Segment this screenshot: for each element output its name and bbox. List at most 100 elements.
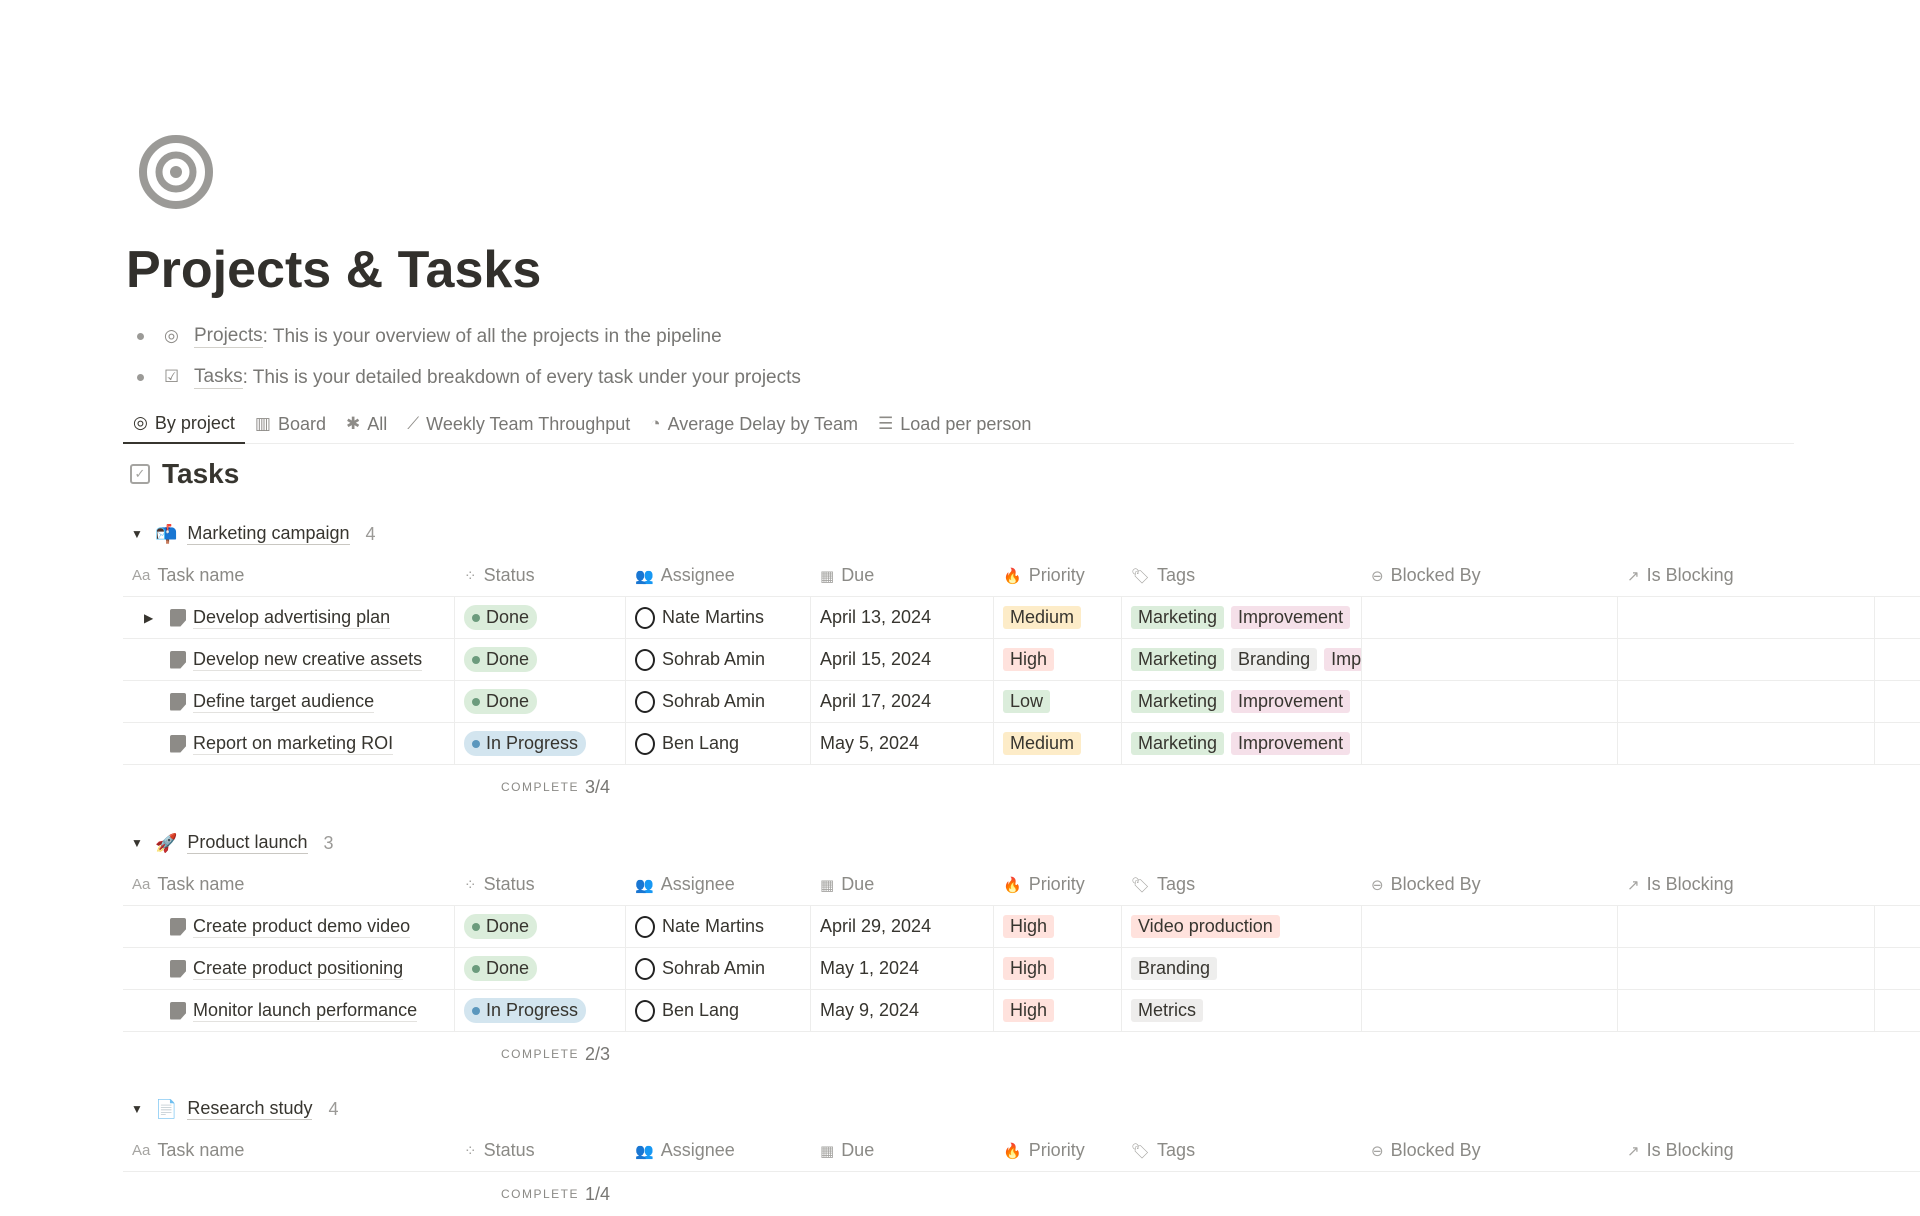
is-blocking-cell[interactable] (1618, 681, 1875, 722)
group-header[interactable]: ▼ 📄 Research study 4 (123, 1088, 1920, 1130)
column-header[interactable]: 👥 Assignee (626, 864, 811, 905)
group-header[interactable]: ▼ 🚀 Product launch 3 (123, 822, 1920, 864)
status-cell[interactable]: In Progress (455, 723, 626, 764)
collapse-toggle-icon[interactable]: ▼ (131, 527, 143, 541)
table-row[interactable]: Monitor launch performance In Progress Ben… (123, 990, 1920, 1032)
tags-cell[interactable]: Marketing Improvement (1122, 681, 1362, 722)
tags-cell[interactable]: Marketing Improvement (1122, 723, 1362, 764)
assignee-cell[interactable]: Sohrab Amin (626, 681, 811, 722)
column-header[interactable]: Aa Task name (123, 1130, 455, 1171)
table-row[interactable]: Create product positioning Done Sohrab Ami… (123, 948, 1920, 990)
blocked-by-cell[interactable] (1362, 906, 1618, 947)
tab-weekly-throughput[interactable]: ⟋ Weekly Team Throughput (397, 404, 640, 444)
blocked-by-cell[interactable] (1362, 639, 1618, 680)
projects-link[interactable]: Projects (194, 325, 263, 348)
due-cell[interactable]: May 9, 2024 (811, 990, 994, 1031)
priority-cell[interactable]: Medium (994, 723, 1122, 764)
tags-cell[interactable]: Metrics (1122, 990, 1362, 1031)
blocked-by-cell[interactable] (1362, 990, 1618, 1031)
tags-cell[interactable]: Branding (1122, 948, 1362, 989)
task-name-cell[interactable]: Create product demo video (123, 906, 455, 947)
assignee-cell[interactable]: Sohrab Amin (626, 639, 811, 680)
column-header[interactable]: 🏷 Tags (1122, 1130, 1362, 1171)
collapse-toggle-icon[interactable]: ▼ (131, 1102, 143, 1116)
column-header[interactable]: ⊖ Blocked By (1362, 555, 1618, 596)
status-cell[interactable]: Done (455, 681, 626, 722)
column-header[interactable]: ▦ Due (811, 864, 994, 905)
task-name[interactable]: Develop advertising plan (193, 606, 391, 629)
table-row[interactable]: Report on marketing ROI In Progress Ben La… (123, 723, 1920, 765)
group-name[interactable]: Marketing campaign (187, 523, 350, 545)
column-header[interactable]: ↗ Is Blocking (1618, 555, 1875, 596)
due-cell[interactable]: April 29, 2024 (811, 906, 994, 947)
group-name[interactable]: Product launch (187, 832, 308, 854)
column-header[interactable]: 👥 Assignee (626, 1130, 811, 1171)
group-header[interactable]: ▼ 📬 Marketing campaign 4 (123, 513, 1920, 555)
tab-all[interactable]: ✱ All (336, 404, 397, 444)
status-cell[interactable]: Done (455, 597, 626, 638)
column-header[interactable]: 🔥 Priority (994, 1130, 1122, 1171)
priority-cell[interactable]: Low (994, 681, 1122, 722)
column-header[interactable]: ⁘ Status (455, 864, 626, 905)
database-title[interactable]: ✓ Tasks (130, 458, 239, 490)
column-header[interactable]: Aa Task name (123, 864, 455, 905)
tags-cell[interactable]: Marketing Improvement (1122, 597, 1362, 638)
column-header[interactable]: ▦ Due (811, 555, 994, 596)
task-name[interactable]: Report on marketing ROI (193, 732, 394, 755)
is-blocking-cell[interactable] (1618, 723, 1875, 764)
due-cell[interactable]: April 13, 2024 (811, 597, 994, 638)
table-row[interactable]: ▶ Develop advertising plan Done Nate Martin… (123, 597, 1920, 639)
column-header[interactable]: ↗ Is Blocking (1618, 864, 1875, 905)
column-header[interactable]: ⊖ Blocked By (1362, 1130, 1618, 1171)
is-blocking-cell[interactable] (1618, 990, 1875, 1031)
task-name[interactable]: Define target audience (193, 690, 375, 713)
tasks-link[interactable]: Tasks (194, 366, 243, 389)
column-header[interactable]: ↗ Is Blocking (1618, 1130, 1875, 1171)
tags-cell[interactable]: Video production (1122, 906, 1362, 947)
table-row[interactable]: Create product demo video Done Nate Martin… (123, 906, 1920, 948)
tab-by-project[interactable]: ◎ By project (123, 404, 245, 444)
column-header[interactable]: ⁘ Status (455, 1130, 626, 1171)
column-header[interactable]: Aa Task name (123, 555, 455, 596)
status-cell[interactable]: In Progress (455, 990, 626, 1031)
priority-cell[interactable]: High (994, 990, 1122, 1031)
task-name-cell[interactable]: Report on marketing ROI (123, 723, 455, 764)
task-name[interactable]: Monitor launch performance (193, 999, 418, 1022)
expand-icon[interactable]: ▶ (144, 610, 154, 625)
status-cell[interactable]: Done (455, 906, 626, 947)
due-cell[interactable]: May 1, 2024 (811, 948, 994, 989)
column-header[interactable]: 🏷 Tags (1122, 555, 1362, 596)
column-header[interactable]: 🔥 Priority (994, 555, 1122, 596)
assignee-cell[interactable]: Ben Lang (626, 990, 811, 1031)
is-blocking-cell[interactable] (1618, 597, 1875, 638)
column-header[interactable]: 🔥 Priority (994, 864, 1122, 905)
priority-cell[interactable]: Medium (994, 597, 1122, 638)
blocked-by-cell[interactable] (1362, 723, 1618, 764)
assignee-cell[interactable]: Sohrab Amin (626, 948, 811, 989)
priority-cell[interactable]: High (994, 639, 1122, 680)
blocked-by-cell[interactable] (1362, 681, 1618, 722)
due-cell[interactable]: April 15, 2024 (811, 639, 994, 680)
task-name-cell[interactable]: Create product positioning (123, 948, 455, 989)
blocked-by-cell[interactable] (1362, 948, 1618, 989)
due-cell[interactable]: April 17, 2024 (811, 681, 994, 722)
status-cell[interactable]: Done (455, 639, 626, 680)
assignee-cell[interactable]: Nate Martins (626, 906, 811, 947)
column-header[interactable]: ⊖ Blocked By (1362, 864, 1618, 905)
task-name-cell[interactable]: ▶ Develop advertising plan (123, 597, 455, 638)
task-name[interactable]: Create product demo video (193, 915, 411, 938)
blocked-by-cell[interactable] (1362, 597, 1618, 638)
assignee-cell[interactable]: Ben Lang (626, 723, 811, 764)
table-row[interactable]: Define target audience Done Sohrab Amin Apr… (123, 681, 1920, 723)
column-header[interactable]: ⁘ Status (455, 555, 626, 596)
task-name-cell[interactable]: Define target audience (123, 681, 455, 722)
task-name[interactable]: Create product positioning (193, 957, 404, 980)
is-blocking-cell[interactable] (1618, 948, 1875, 989)
priority-cell[interactable]: High (994, 948, 1122, 989)
priority-cell[interactable]: High (994, 906, 1122, 947)
column-header[interactable]: ▦ Due (811, 1130, 994, 1171)
tab-load-per-person[interactable]: ☰ Load per person (868, 404, 1041, 444)
group-name[interactable]: Research study (187, 1098, 313, 1120)
tags-cell[interactable]: Marketing Branding Improvement (1122, 639, 1362, 680)
collapse-toggle-icon[interactable]: ▼ (131, 836, 143, 850)
